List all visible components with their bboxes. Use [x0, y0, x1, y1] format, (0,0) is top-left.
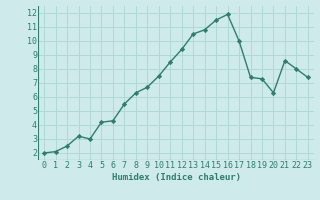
X-axis label: Humidex (Indice chaleur): Humidex (Indice chaleur)	[111, 173, 241, 182]
